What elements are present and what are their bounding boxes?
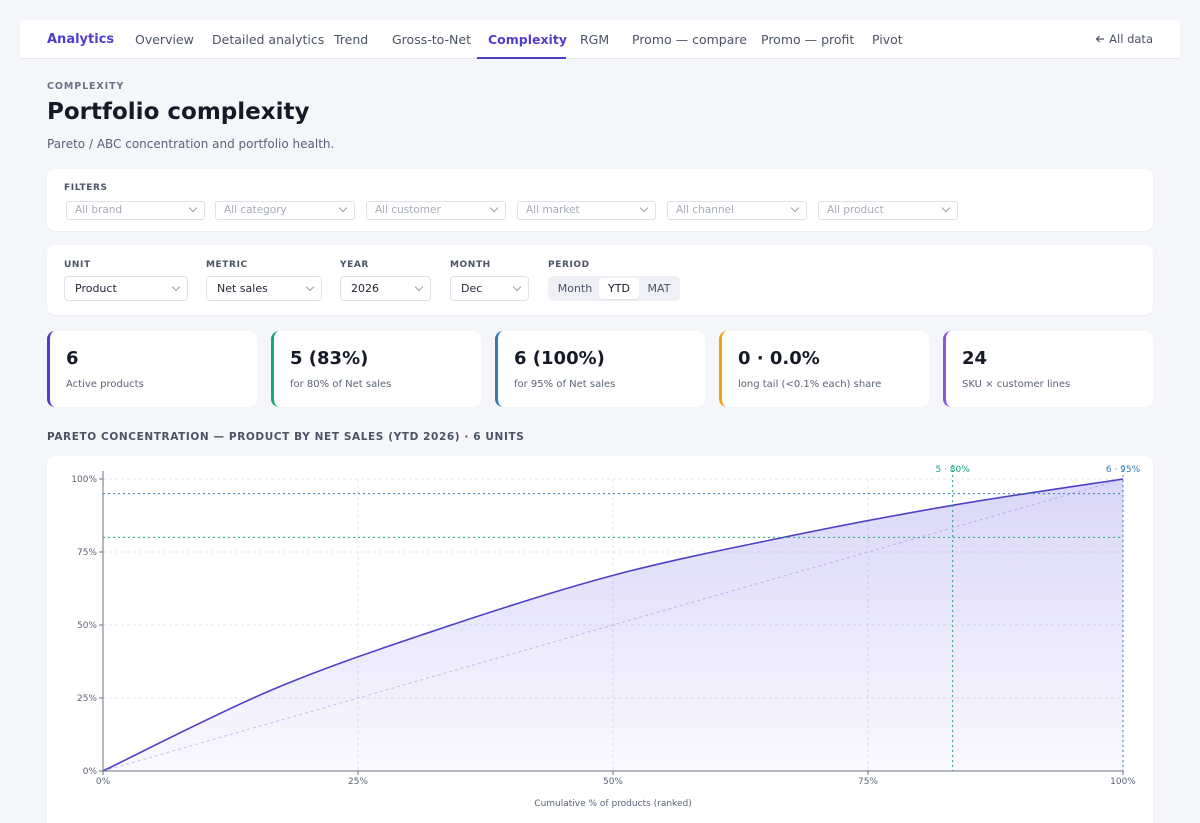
tab-pivot[interactable]: Pivot bbox=[872, 32, 903, 47]
market-filter-placeholder: All market bbox=[526, 204, 580, 216]
top-nav: Analytics Overview Detailed analytics Tr… bbox=[20, 20, 1180, 59]
kpi-80-percent: 5 (83%) for 80% of Net sales bbox=[271, 331, 481, 407]
unit-select[interactable]: Product bbox=[64, 276, 188, 301]
page-subtitle: Pareto / ABC concentration and portfolio… bbox=[47, 137, 335, 151]
y-tick-label: 75% bbox=[77, 548, 97, 558]
period-month-button[interactable]: Month bbox=[557, 282, 593, 295]
kpi-label: for 80% of Net sales bbox=[290, 379, 392, 390]
filters-panel: FILTERS All brand All category All custo… bbox=[47, 169, 1153, 231]
all-data-label: All data bbox=[1109, 32, 1153, 46]
kpi-value: 6 bbox=[66, 348, 79, 369]
month-select[interactable]: Dec bbox=[450, 276, 529, 301]
tab-complexity[interactable]: Complexity bbox=[488, 32, 567, 47]
year-select[interactable]: 2026 bbox=[340, 276, 431, 301]
brand-filter[interactable]: All brand bbox=[66, 201, 205, 220]
tab-rgm[interactable]: RGM bbox=[580, 32, 610, 47]
x-tick-label: 0% bbox=[96, 777, 111, 787]
kpi-label: Active products bbox=[66, 379, 144, 390]
channel-filter[interactable]: All channel bbox=[667, 201, 807, 220]
tab-promo-profit[interactable]: Promo — profit bbox=[761, 32, 855, 47]
tab-promo-compare[interactable]: Promo — compare bbox=[632, 32, 747, 47]
filters-label: FILTERS bbox=[64, 183, 108, 193]
kpi-value: 24 bbox=[962, 348, 988, 369]
page-title: Portfolio complexity bbox=[47, 99, 310, 125]
x-tick-label: 100% bbox=[1110, 777, 1136, 787]
x-tick-label: 75% bbox=[858, 777, 878, 787]
unit-label: UNIT bbox=[64, 260, 91, 270]
kpi-value: 5 (83%) bbox=[290, 348, 369, 369]
reference-line-label: 6 · 95% bbox=[1106, 465, 1141, 475]
chevron-down-icon bbox=[305, 282, 315, 292]
active-tab-indicator bbox=[477, 57, 566, 59]
reference-line-label: 5 · 80% bbox=[936, 465, 971, 475]
month-label: MONTH bbox=[450, 260, 491, 270]
tab-detailed-analytics[interactable]: Detailed analytics bbox=[212, 32, 325, 47]
page-eyebrow: COMPLEXITY bbox=[47, 81, 125, 92]
kpi-value: 0 · 0.0% bbox=[738, 348, 820, 369]
chevron-down-icon bbox=[188, 203, 198, 213]
chevron-down-icon bbox=[171, 282, 181, 292]
year-value: 2026 bbox=[351, 282, 379, 295]
category-filter-placeholder: All category bbox=[224, 204, 287, 216]
kpi-value: 6 (100%) bbox=[514, 348, 605, 369]
metric-label: METRIC bbox=[206, 260, 248, 270]
chevron-down-icon bbox=[338, 203, 348, 213]
brand-filter-placeholder: All brand bbox=[75, 204, 123, 216]
product-filter-placeholder: All product bbox=[827, 204, 884, 216]
x-axis-label: Cumulative % of products (ranked) bbox=[534, 799, 691, 809]
pareto-area bbox=[103, 479, 1123, 771]
tab-trend[interactable]: Trend bbox=[334, 32, 369, 47]
y-tick-label: 0% bbox=[83, 767, 98, 777]
period-toggle: Month YTD MAT bbox=[548, 276, 680, 301]
unit-value: Product bbox=[75, 282, 117, 295]
kpi-sku-lines: 24 SKU × customer lines bbox=[943, 331, 1153, 407]
month-value: Dec bbox=[461, 282, 483, 295]
period-ytd-button[interactable]: YTD bbox=[599, 278, 639, 299]
metric-select[interactable]: Net sales bbox=[206, 276, 322, 301]
tab-overview[interactable]: Overview bbox=[135, 32, 194, 47]
channel-filter-placeholder: All channel bbox=[676, 204, 734, 216]
product-filter[interactable]: All product bbox=[818, 201, 958, 220]
customer-filter[interactable]: All customer bbox=[366, 201, 506, 220]
chevron-down-icon bbox=[512, 282, 522, 292]
all-data-link[interactable]: All data bbox=[1095, 32, 1153, 46]
kpi-label: long tail (<0.1% each) share bbox=[738, 379, 882, 390]
category-filter[interactable]: All category bbox=[215, 201, 355, 220]
period-mat-button[interactable]: MAT bbox=[647, 282, 671, 295]
pareto-chart: 5 · 80% 6 · 95% 0%0% 25% 25% 50% 50% 75% 75% 100%… bbox=[71, 465, 1141, 809]
chevron-down-icon bbox=[790, 203, 800, 213]
arrow-left-icon bbox=[1095, 35, 1105, 43]
chevron-down-icon bbox=[489, 203, 499, 213]
kpi-label: SKU × customer lines bbox=[962, 379, 1071, 390]
chart-title: PARETO CONCENTRATION — PRODUCT BY NET SA… bbox=[47, 431, 525, 443]
period-label: PERIOD bbox=[548, 260, 590, 270]
y-tick-label: 100% bbox=[71, 475, 97, 485]
controls-panel: UNIT Product METRIC Net sales YEAR 2026 … bbox=[47, 245, 1153, 315]
kpi-long-tail: 0 · 0.0% long tail (<0.1% each) share bbox=[719, 331, 929, 407]
chevron-down-icon bbox=[639, 203, 649, 213]
kpi-active-products: 6 Active products bbox=[47, 331, 257, 407]
kpi-95-percent: 6 (100%) for 95% of Net sales bbox=[495, 331, 705, 407]
metric-value: Net sales bbox=[217, 282, 268, 295]
pareto-chart-card: 5 · 80% 6 · 95% 0% 0% 25% 25% 50% 50% 75% 75% 100%… bbox=[47, 456, 1153, 823]
year-label: YEAR bbox=[340, 260, 369, 270]
nav-brand[interactable]: Analytics bbox=[47, 32, 115, 47]
tab-gross-to-net[interactable]: Gross-to-Net bbox=[392, 32, 471, 47]
chevron-down-icon bbox=[941, 203, 951, 213]
customer-filter-placeholder: All customer bbox=[375, 204, 441, 216]
y-tick-label: 50% bbox=[77, 621, 97, 631]
chevron-down-icon bbox=[414, 282, 424, 292]
market-filter[interactable]: All market bbox=[517, 201, 656, 220]
kpi-label: for 95% of Net sales bbox=[514, 379, 616, 390]
x-tick-label: 25% bbox=[348, 777, 368, 787]
x-tick-label: 50% bbox=[603, 777, 623, 787]
y-tick-label: 25% bbox=[77, 694, 97, 704]
